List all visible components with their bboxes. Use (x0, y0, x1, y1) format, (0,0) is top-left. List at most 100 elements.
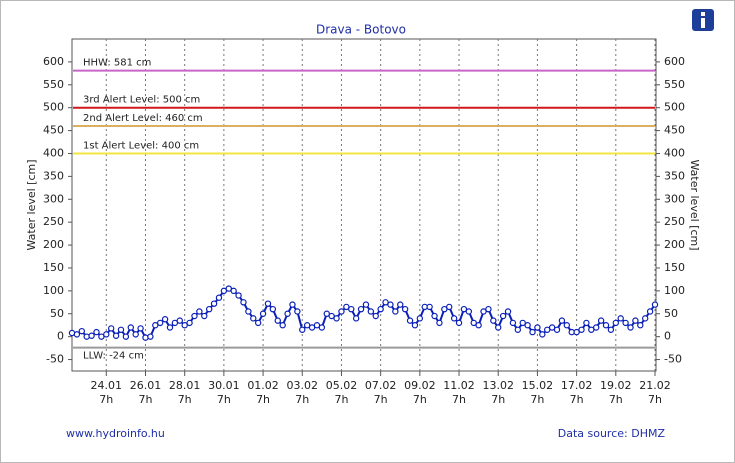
data-point (401, 305, 409, 313)
data-point (122, 333, 130, 340)
data-point (617, 315, 624, 322)
data-point (627, 324, 634, 331)
data-point (137, 325, 144, 332)
y-tick-label: 600 (43, 55, 64, 68)
data-point (230, 287, 237, 295)
data-point (308, 324, 316, 331)
data-point (372, 312, 379, 320)
y2-tick-label: 0 (664, 330, 671, 343)
reference-label: LLW: -24 cm (83, 351, 144, 362)
data-point (607, 326, 615, 333)
data-point (142, 334, 149, 341)
data-point (470, 319, 477, 327)
y-tick-label: 500 (43, 101, 64, 114)
data-point (171, 319, 179, 327)
data-point (176, 317, 183, 324)
data-point (597, 317, 605, 324)
data-point (548, 324, 556, 331)
data-point (264, 300, 272, 307)
data-point (637, 322, 644, 329)
info-button[interactable] (692, 9, 714, 31)
data-point (181, 322, 188, 329)
data-point (210, 300, 218, 307)
x-tick-label: 26.01 (130, 379, 162, 392)
data-point (269, 305, 277, 313)
y-tick-label: 100 (43, 284, 64, 297)
data-point (411, 322, 419, 329)
data-point (112, 332, 120, 339)
data-point (612, 319, 620, 327)
y-tick-label: 200 (43, 238, 64, 251)
data-point (186, 319, 193, 327)
data-point (196, 308, 203, 315)
data-point (387, 301, 394, 308)
reference-label: HHW: 581 cm (83, 58, 151, 69)
data-point (103, 331, 110, 338)
data-point (88, 332, 95, 339)
y-axis-label: Water level [cm] (25, 159, 38, 250)
data-point (294, 308, 301, 315)
y-tick-label: 50 (50, 307, 64, 320)
data-point (583, 319, 590, 327)
y-tick-label: 550 (43, 78, 64, 91)
y2-tick-label: 450 (664, 124, 685, 137)
x-tick-label: 21.02 (639, 379, 671, 392)
data-point (573, 328, 580, 336)
y2-tick-label: -50 (664, 353, 682, 366)
x-tick-sublabel: 7h (138, 393, 152, 406)
data-point (509, 319, 517, 327)
data-point (377, 305, 384, 313)
y2-tick-label: 350 (664, 169, 685, 182)
x-tick-sublabel: 7h (256, 393, 270, 406)
data-point (220, 287, 228, 295)
data-point (107, 325, 115, 332)
data-point (254, 319, 262, 327)
data-point (279, 322, 286, 329)
x-tick-label: 28.01 (169, 379, 201, 392)
data-point (250, 315, 257, 322)
footer-link[interactable]: www.hydroinfo.hu (66, 427, 165, 440)
data-point (651, 301, 659, 308)
data-point (83, 333, 90, 340)
data-point (602, 322, 610, 329)
x-tick-sublabel: 7h (648, 393, 662, 406)
data-point (240, 299, 247, 306)
data-point (284, 310, 291, 317)
data-point (558, 317, 566, 324)
data-point (132, 331, 139, 338)
data-point (460, 305, 468, 313)
data-point (352, 315, 360, 322)
x-tick-label: 13.02 (482, 379, 514, 392)
data-point (504, 308, 512, 315)
data-point (367, 308, 375, 315)
data-point (475, 322, 482, 329)
x-tick-sublabel: 7h (570, 393, 584, 406)
x-tick-label: 17.02 (561, 379, 593, 392)
reference-label: 1st Alert Level: 400 cm (83, 140, 199, 151)
reference-label: 2nd Alert Level: 460 cm (83, 113, 203, 124)
data-point (201, 312, 208, 320)
data-point (588, 326, 595, 333)
data-point (436, 319, 443, 327)
data-point (338, 308, 345, 315)
data-point (328, 312, 335, 320)
y2-tick-label: 250 (664, 215, 685, 228)
data-point (313, 322, 321, 329)
data-point (416, 315, 424, 322)
data-point (333, 315, 340, 322)
x-tick-label: 15.02 (522, 379, 554, 392)
data-point (622, 319, 629, 327)
info-dot (701, 12, 705, 16)
data-point (514, 326, 522, 333)
data-point (426, 303, 433, 311)
y-tick-label: 450 (43, 124, 64, 137)
x-tick-label: 05.02 (326, 379, 358, 392)
data-point (406, 317, 414, 324)
data-point (73, 331, 81, 338)
x-tick-label: 19.02 (600, 379, 632, 392)
data-point (519, 319, 526, 327)
data-point (646, 308, 654, 315)
y2-tick-label: 300 (664, 192, 685, 205)
data-point (289, 301, 296, 308)
